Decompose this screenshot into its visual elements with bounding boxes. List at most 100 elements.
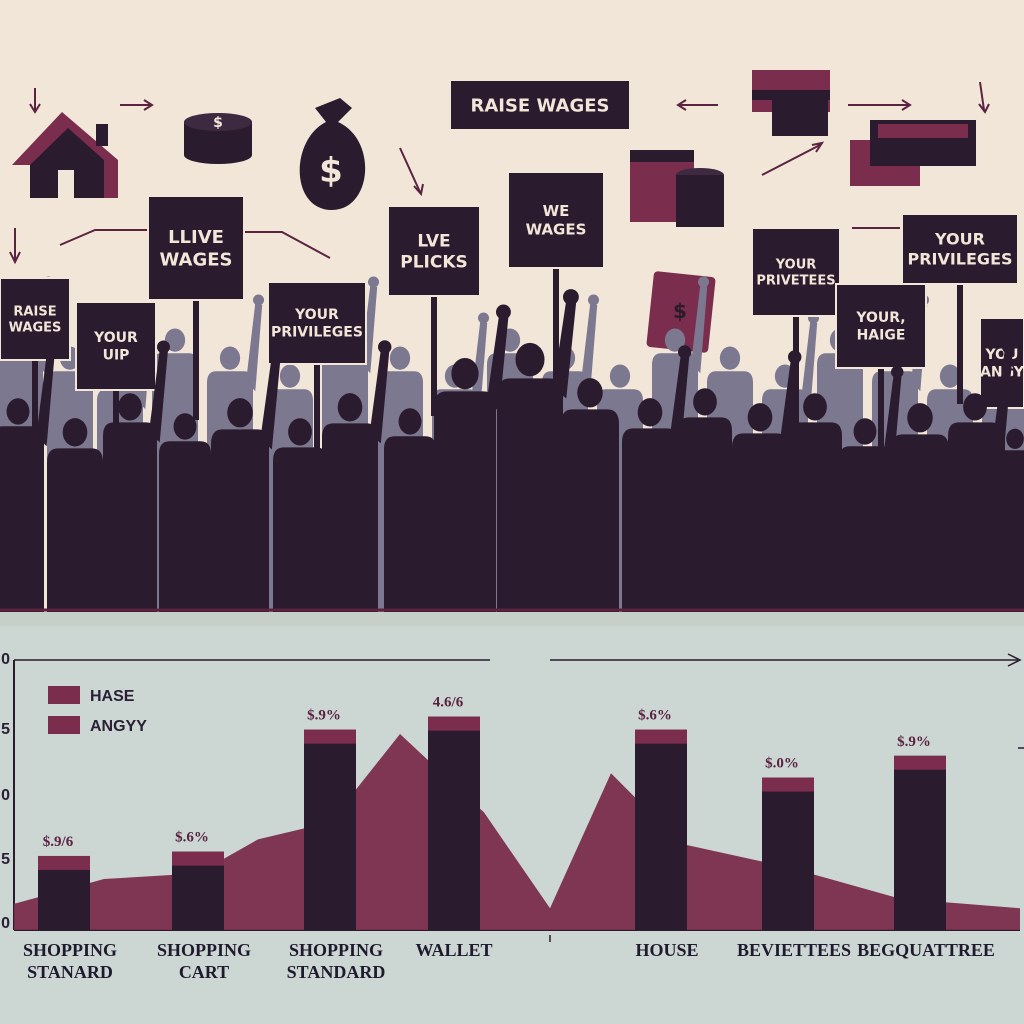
cash-bundle-icon (630, 70, 976, 227)
foreground-person (561, 378, 619, 612)
sign-board (387, 205, 481, 297)
foreground-person (948, 340, 1015, 612)
protest-sign: YOUR, HAIGE (835, 283, 927, 488)
foreground-person (322, 340, 392, 612)
crowd-foreground (0, 289, 1024, 612)
sign-board (267, 281, 367, 365)
sign-text: WAGES (159, 250, 232, 271)
bar-value-label: 4.6/6 (433, 695, 464, 711)
ground-strip (0, 612, 1024, 626)
bar-value-label: $.9% (307, 708, 341, 724)
protest-sign: YOUR PRIVILEGES (267, 281, 367, 484)
bar-body (428, 716, 480, 930)
legend-label-angyy: ANGYY (90, 718, 147, 735)
sign-pole (32, 360, 38, 480)
sign-pole (314, 364, 320, 484)
y-tick-label: 0 (1, 915, 10, 932)
foreground-person (384, 408, 436, 612)
sign-text: PRIVILEGES (271, 325, 363, 341)
sign-pole (553, 268, 559, 388)
category-label: WALLET (415, 940, 492, 960)
category-label: SHOPPING (23, 940, 117, 960)
sign-pole (431, 296, 437, 416)
sign-text: YOUR, (855, 310, 905, 326)
connector-arrows (9, 81, 990, 265)
house-icon (12, 112, 118, 198)
sign-board (0, 277, 71, 361)
category-label: SHOPPING (289, 940, 383, 960)
bar-2 (304, 729, 356, 930)
sign-text: RAISE (13, 304, 56, 319)
axis-arrow-icon (1007, 653, 1022, 667)
sign-text: RAISE WAGES (470, 95, 609, 116)
category-label: HOUSE (635, 940, 698, 960)
foreground-person (995, 428, 1024, 612)
sign-text: PLICKS (400, 253, 468, 273)
legend: HASE ANGYY (48, 686, 147, 735)
foreground-person (0, 345, 57, 612)
bar-4 (635, 729, 687, 930)
protest-sign: RAISE WAGES (0, 277, 71, 480)
protest-sign: RAISE WAGES (449, 79, 631, 131)
bar-value-label: $.6% (175, 830, 209, 846)
bar-series (38, 716, 946, 930)
bar-cap (762, 777, 814, 792)
value-labels: $.9/6 $.6% $.9% 4.6/6 $.6% $.0% $.9% (43, 695, 931, 850)
category-label: BEVIETTEES (737, 940, 851, 960)
bar-cap (428, 716, 480, 731)
foreground-person (211, 345, 283, 612)
bar-body (304, 729, 356, 930)
category-label: SHOPPING (157, 940, 251, 960)
category-label: STANDARD (287, 962, 386, 982)
y-tick-labels: 0 5 0 5 0 (1, 651, 10, 932)
foreground-person (47, 418, 103, 612)
sign-text: PRIVETEES (756, 274, 835, 289)
protest-signs: RAISE WAGESLLIVEWAGESLVEPLICKSWEWAGESYOU… (0, 79, 1024, 528)
sign-text: LLIVE (168, 227, 224, 248)
bar-6 (894, 755, 946, 930)
bar-body (762, 777, 814, 930)
sign-board (147, 195, 245, 301)
bar-value-label: $.9/6 (43, 834, 74, 850)
money-bag-icon: $ (299, 98, 366, 210)
legend-swatch-angyy (48, 716, 80, 734)
svg-text:$: $ (319, 151, 343, 191)
bar-value-label: $.0% (765, 756, 799, 772)
foreground-person (103, 340, 170, 612)
bar-cap (172, 851, 224, 866)
foreground-person (622, 345, 692, 612)
foreground-person (732, 350, 802, 612)
foreground-person (839, 365, 904, 612)
coin-stack-icon: $ (184, 113, 252, 164)
foreground-person (678, 388, 732, 612)
sign-board (901, 213, 1019, 285)
category-label: STANARD (27, 962, 113, 982)
bar-cap (635, 729, 687, 744)
foreground-person (788, 393, 842, 612)
sign-board (75, 301, 157, 391)
sign-text: LVE (417, 231, 450, 251)
chart-background (0, 612, 1024, 1024)
sign-text: WAGES (526, 221, 587, 239)
legend-label-hase: HASE (90, 688, 135, 705)
category-labels: SHOPPINGSTANARDSHOPPINGCARTSHOPPINGSTAND… (23, 940, 995, 982)
sign-pole (193, 300, 199, 420)
bar-chart: $.9/6 $.6%$.9%4.6/6$.6%$.0%$.9% SHOPPINGS… (1, 651, 1024, 982)
sign-board (449, 79, 631, 131)
svg-text:$: $ (673, 299, 687, 323)
sign-text: YOUR (294, 307, 339, 323)
svg-text:$: $ (213, 115, 223, 131)
sign-pole (878, 368, 884, 488)
bar-body (894, 755, 946, 930)
foreground-person (891, 403, 949, 612)
sign-board (751, 227, 841, 317)
sign-text: UIP (103, 348, 130, 364)
sign-board (835, 283, 927, 369)
sign-pole (957, 284, 963, 404)
sign-text: PRIVILEGES (907, 250, 1012, 269)
